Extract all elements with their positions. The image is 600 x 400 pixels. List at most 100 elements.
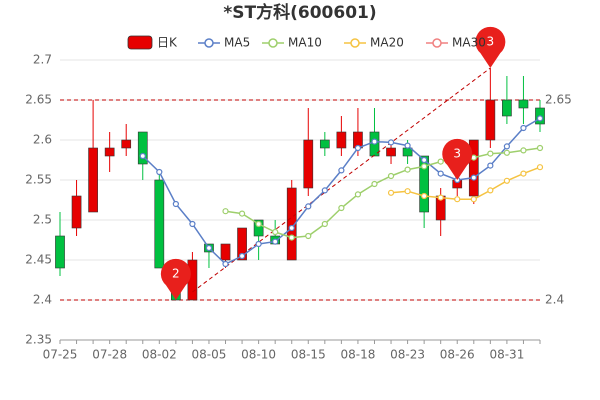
ma-point (338, 204, 345, 212)
ma-point (520, 147, 527, 154)
x-tick-label: 07-28 (92, 348, 127, 362)
legend-label: MA5 (224, 36, 250, 50)
legend-icon (350, 38, 360, 48)
ma-point (387, 172, 395, 180)
ma-point (520, 170, 527, 177)
x-tick-label: 07-25 (43, 348, 78, 362)
ma-point (288, 234, 295, 241)
ma-point (421, 163, 428, 170)
candle-body (419, 155, 429, 213)
candle-body (485, 99, 496, 141)
trend-line (192, 67, 491, 293)
y-tick-label: 2.5 (33, 213, 52, 227)
ma-point (536, 144, 544, 152)
ma-point (503, 177, 510, 184)
candle-body (137, 131, 148, 165)
x-tick-label: 08-26 (440, 348, 475, 362)
x-tick-label: 08-02 (142, 348, 177, 362)
ma-point (205, 244, 213, 252)
candle-body (71, 195, 82, 229)
pin-label: 3 (487, 35, 495, 49)
ma-point (272, 228, 279, 236)
candle-body (253, 219, 264, 237)
ma-point (437, 158, 444, 165)
legend-label: MA20 (370, 36, 404, 50)
ma-point (470, 174, 477, 181)
legend-label: 日K (157, 36, 178, 50)
ma-point (437, 194, 444, 201)
y-tick-label: 2.7 (33, 53, 52, 67)
legend-icon (432, 38, 442, 48)
candle-body (286, 187, 297, 261)
pin-marker (442, 138, 473, 180)
candle-body (104, 147, 115, 157)
pin-label: 3 (453, 147, 461, 161)
ma-point (222, 208, 229, 215)
y-tick-label: 2.55 (25, 173, 52, 187)
pin-label: 2 (172, 267, 180, 281)
ma-point (222, 260, 229, 268)
ma-point (305, 232, 312, 240)
ma-point (156, 168, 163, 176)
x-tick-label: 08-05 (192, 348, 227, 362)
ma-point (139, 152, 146, 160)
ma-point (421, 192, 428, 200)
ma-point (503, 143, 510, 150)
x-tick-label: 08-10 (241, 348, 276, 362)
x-tick-label: 08-18 (340, 348, 375, 362)
y-tick-label: 2.65 (25, 93, 52, 107)
ma-point (371, 180, 378, 188)
candle-body (336, 131, 347, 149)
candle-body (154, 179, 165, 269)
x-tick-label: 08-31 (489, 348, 524, 362)
candle-body (386, 147, 396, 157)
candle-body (319, 139, 330, 149)
x-tick-label: 08-15 (291, 348, 326, 362)
legend-icon (204, 38, 214, 48)
ma-point (354, 191, 362, 198)
legend-label: MA10 (288, 36, 322, 50)
ma-point (255, 240, 262, 248)
ma-point (238, 210, 246, 217)
candle-body (121, 139, 132, 149)
candle-body (220, 243, 231, 261)
candle-body (88, 147, 98, 213)
candle-body (518, 99, 529, 109)
y-tick-label: 2.35 (25, 333, 52, 347)
ma-point (238, 252, 246, 260)
ma-point (404, 188, 411, 195)
ma-point (189, 220, 196, 228)
ma-point (520, 124, 527, 132)
x-tick-label: 08-23 (390, 348, 425, 362)
y-tick-label: 2.6 (33, 133, 52, 147)
ma-point (354, 144, 362, 152)
reference-label: 2.65 (545, 93, 572, 107)
ma-point (536, 164, 544, 171)
ma-point (454, 196, 461, 203)
candle-body (303, 139, 314, 189)
legend-icon (127, 35, 153, 50)
ma-line (390, 166, 541, 200)
ma-point (338, 167, 345, 174)
ma-point (487, 162, 494, 169)
candle-body (468, 139, 479, 197)
ma-point (503, 149, 510, 156)
ma-point (255, 220, 262, 228)
ma-point (387, 189, 395, 196)
ma-point (404, 166, 411, 173)
ma-point (437, 170, 444, 177)
ma-point (404, 142, 411, 149)
ma-point (288, 224, 295, 232)
pin-marker (160, 258, 191, 300)
candle-body (237, 227, 247, 261)
ma-point (470, 196, 477, 203)
ma-point (321, 187, 328, 194)
ma-point (321, 220, 328, 228)
legend-icon (268, 38, 278, 48)
ma-line (225, 147, 541, 239)
ma-point (487, 150, 494, 157)
ma-point (387, 139, 395, 146)
ma-point (536, 115, 544, 122)
reference-label: 2.4 (545, 293, 564, 307)
candle-body (55, 235, 65, 269)
